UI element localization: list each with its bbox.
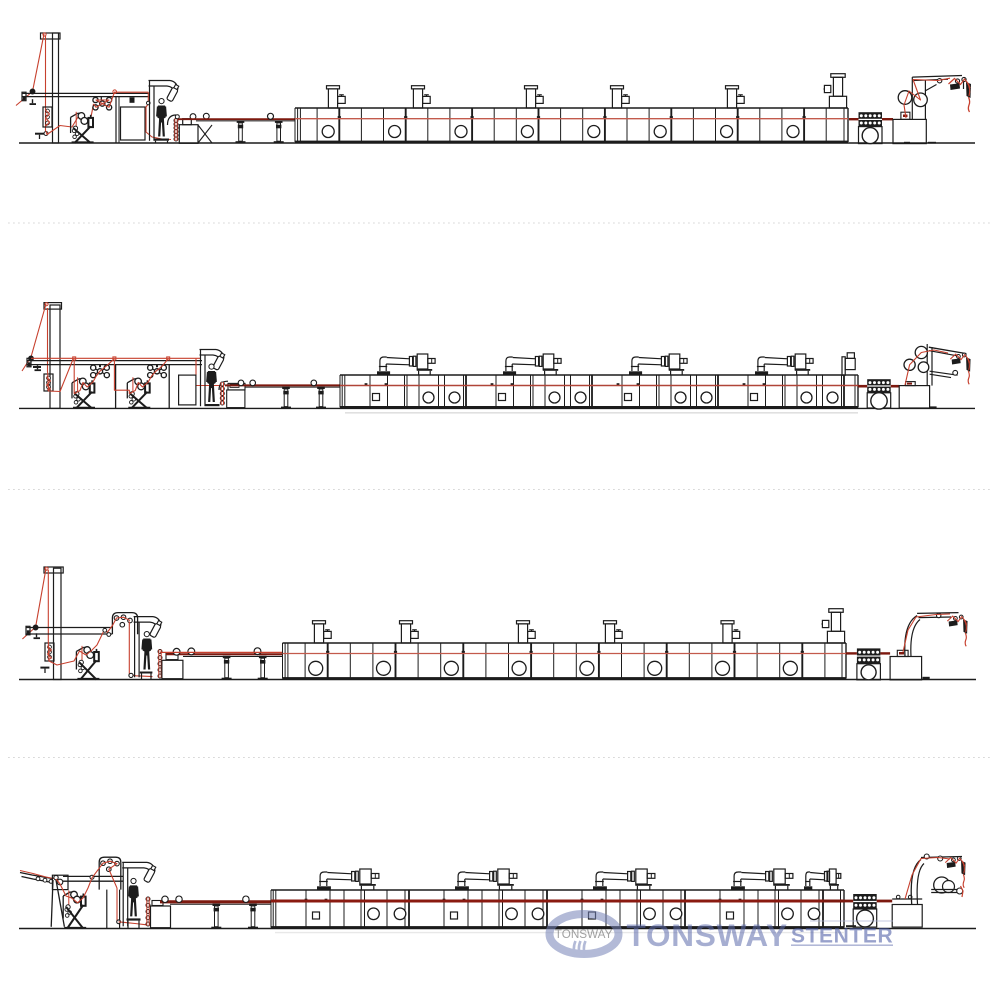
svg-text:TONSWAY: TONSWAY [555,928,613,941]
svg-text:STENTER: STENTER [791,925,893,948]
svg-text:TONSWAY: TONSWAY [627,917,788,953]
